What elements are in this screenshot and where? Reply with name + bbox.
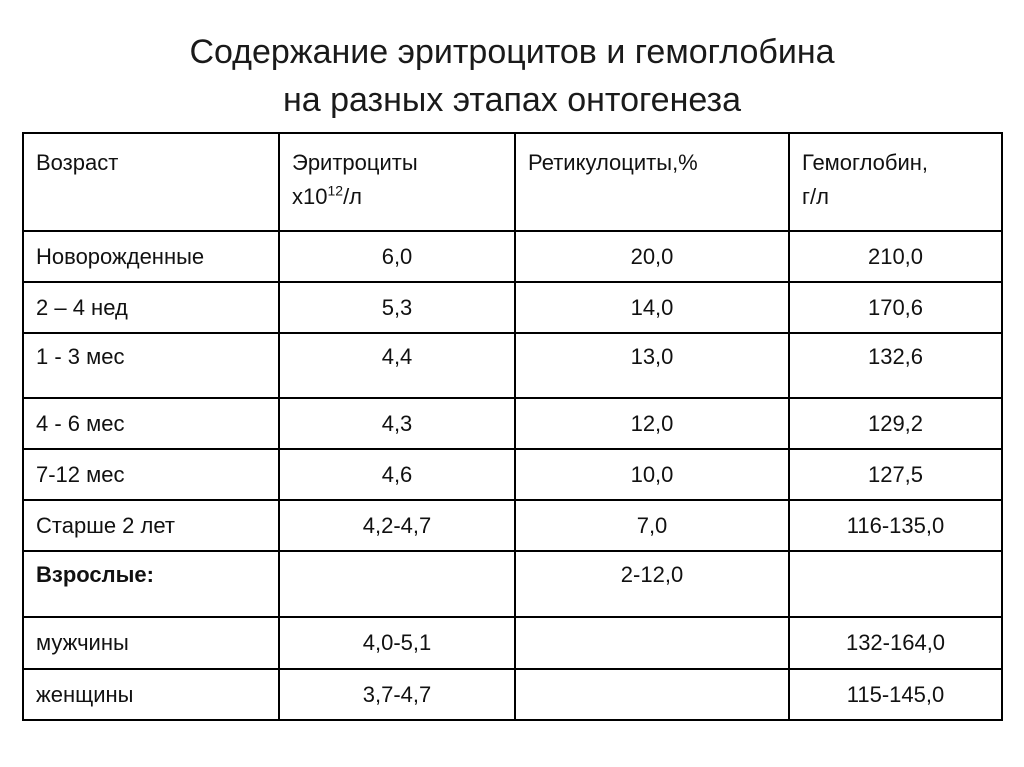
header-erythrocytes-unit: /л	[343, 184, 363, 209]
cell-hemoglobin: 129,2	[788, 397, 1003, 450]
cell-age: Старше 2 лет	[22, 499, 280, 552]
cell-erythrocytes	[278, 550, 516, 618]
cell-hemoglobin: 170,6	[788, 281, 1003, 334]
title-line-1: Содержание эритроцитов и гемоглобина	[189, 33, 835, 71]
cell-reticulocytes: 10,0	[514, 448, 790, 501]
table-row: женщины 3,7-4,7 115-145,0	[22, 668, 1003, 721]
cell-hemoglobin: 115-145,0	[788, 668, 1003, 721]
data-table: Возраст Эритроциты х1012/л Ретикулоциты,…	[22, 132, 1003, 721]
cell-erythrocytes: 4,2-4,7	[278, 499, 516, 552]
cell-reticulocytes: 14,0	[514, 281, 790, 334]
cell-hemoglobin: 132,6	[788, 332, 1003, 399]
header-hemoglobin-line1: Гемоглобин,	[802, 150, 929, 175]
cell-reticulocytes: 13,0	[514, 332, 790, 399]
header-erythrocytes-line1: Эритроциты	[292, 150, 418, 175]
cell-hemoglobin: 116-135,0	[788, 499, 1003, 552]
table-row: Взрослые: 2-12,0	[22, 550, 1003, 618]
cell-age: 2 – 4 нед	[22, 281, 280, 334]
header-age: Возраст	[22, 132, 280, 232]
header-hemoglobin: Гемоглобин, г/л	[788, 132, 1003, 232]
table-row: 7-12 мес 4,6 10,0 127,5	[22, 448, 1003, 501]
cell-erythrocytes: 4,0-5,1	[278, 616, 516, 670]
cell-erythrocytes: 4,6	[278, 448, 516, 501]
cell-reticulocytes: 12,0	[514, 397, 790, 450]
cell-erythrocytes: 4,3	[278, 397, 516, 450]
cell-age: Новорожденные	[22, 230, 280, 283]
cell-reticulocytes: 20,0	[514, 230, 790, 283]
cell-age: Взрослые:	[22, 550, 280, 618]
cell-hemoglobin: 132-164,0	[788, 616, 1003, 670]
cell-hemoglobin: 210,0	[788, 230, 1003, 283]
cell-erythrocytes: 5,3	[278, 281, 516, 334]
table-row: Старше 2 лет 4,2-4,7 7,0 116-135,0	[22, 499, 1003, 552]
page-title: Содержание эритроцитов и гемоглобина на …	[0, 28, 1024, 124]
cell-age: 1 - 3 мес	[22, 332, 280, 399]
header-reticulocytes: Ретикулоциты,%	[514, 132, 790, 232]
table-row: 4 - 6 мес 4,3 12,0 129,2	[22, 397, 1003, 450]
cell-reticulocytes	[514, 668, 790, 721]
cell-age: 4 - 6 мес	[22, 397, 280, 450]
cell-erythrocytes: 6,0	[278, 230, 516, 283]
cell-reticulocytes: 2-12,0	[514, 550, 790, 618]
table-row: 1 - 3 мес 4,4 13,0 132,6	[22, 332, 1003, 399]
cell-reticulocytes: 7,0	[514, 499, 790, 552]
cell-reticulocytes	[514, 616, 790, 670]
header-hemoglobin-line2: г/л	[802, 184, 829, 209]
header-erythrocytes: Эритроциты х1012/л	[278, 132, 516, 232]
header-erythrocytes-exponent: 12	[327, 182, 344, 199]
cell-age: 7-12 мес	[22, 448, 280, 501]
cell-age: мужчины	[22, 616, 280, 670]
cell-hemoglobin: 127,5	[788, 448, 1003, 501]
table-header-row: Возраст Эритроциты х1012/л Ретикулоциты,…	[22, 132, 1003, 232]
header-erythrocytes-base: х10	[292, 184, 328, 209]
table-row: 2 – 4 нед 5,3 14,0 170,6	[22, 281, 1003, 334]
cell-erythrocytes: 3,7-4,7	[278, 668, 516, 721]
cell-hemoglobin	[788, 550, 1003, 618]
cell-erythrocytes: 4,4	[278, 332, 516, 399]
table-row: мужчины 4,0-5,1 132-164,0	[22, 616, 1003, 670]
table-row: Новорожденные 6,0 20,0 210,0	[22, 230, 1003, 283]
cell-age: женщины	[22, 668, 280, 721]
title-line-2: на разных этапах онтогенеза	[282, 81, 742, 119]
